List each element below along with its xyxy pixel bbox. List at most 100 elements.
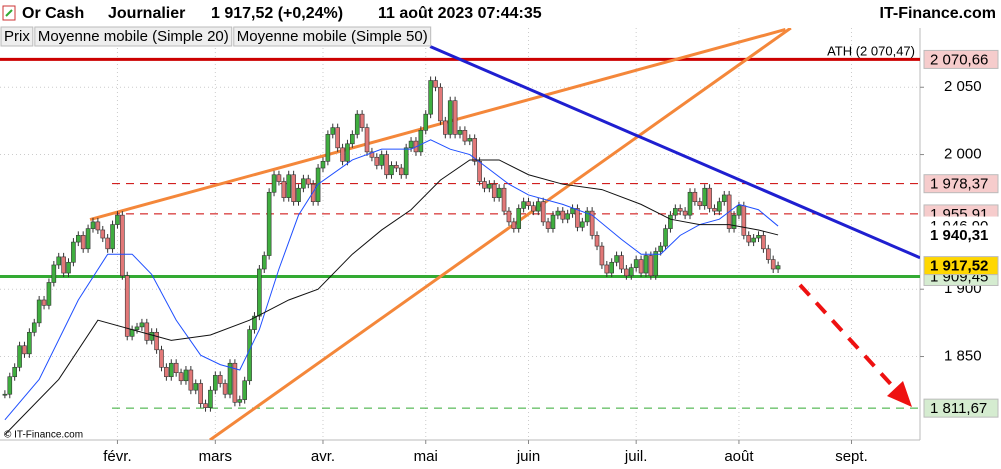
candle <box>394 165 399 169</box>
candle <box>428 80 433 115</box>
candle <box>325 134 331 162</box>
candle <box>438 86 443 122</box>
candle <box>501 187 507 212</box>
candle <box>663 228 668 247</box>
candle <box>345 143 350 162</box>
candle <box>232 362 238 403</box>
price-label: 1 811,67 <box>930 400 987 417</box>
candle <box>178 372 184 382</box>
candle <box>305 178 311 185</box>
candle <box>550 214 556 229</box>
candle <box>589 210 595 236</box>
candle <box>487 183 492 189</box>
candle <box>41 299 47 306</box>
candle <box>770 259 776 270</box>
candle <box>120 214 125 277</box>
candle <box>46 282 52 306</box>
candle <box>354 113 360 135</box>
candle <box>668 214 673 229</box>
candle <box>291 174 296 202</box>
candle <box>756 235 761 239</box>
moving-average-line <box>4 139 779 421</box>
candle <box>271 174 277 193</box>
candle <box>398 167 404 176</box>
candle <box>638 259 644 274</box>
legend-box <box>0 26 34 47</box>
x-tick-label: mai <box>414 448 438 465</box>
candle <box>575 208 580 228</box>
candle <box>717 201 722 212</box>
forecast-arrow <box>798 283 900 394</box>
candle <box>281 181 287 198</box>
x-tick-label: sept. <box>835 448 868 465</box>
price-label-box <box>923 225 999 245</box>
candle <box>516 208 522 229</box>
candle <box>540 201 546 223</box>
legend-box <box>34 26 233 47</box>
label-layer: 2 070,661 978,371 955,911 909,451 811,67… <box>0 26 999 418</box>
candle <box>261 255 267 270</box>
candle <box>90 221 96 229</box>
candle <box>110 224 115 250</box>
candle <box>217 375 223 384</box>
candle <box>765 248 771 260</box>
candle <box>369 151 375 158</box>
candle <box>526 201 531 207</box>
candle <box>423 113 429 131</box>
candle <box>658 245 663 252</box>
candle <box>482 181 487 189</box>
candle <box>751 237 756 243</box>
candle <box>648 255 654 277</box>
trend-line <box>429 45 920 260</box>
candle <box>746 235 752 243</box>
candle <box>619 255 624 270</box>
candle <box>673 208 678 216</box>
candle <box>624 268 629 277</box>
candle <box>247 329 252 382</box>
y-tick-label: 2 050 <box>944 78 982 95</box>
price-label-box <box>923 49 999 69</box>
candle <box>173 362 179 373</box>
candle <box>462 130 468 142</box>
candle <box>105 237 110 250</box>
header-icon-mark <box>5 9 13 17</box>
candle <box>433 80 438 88</box>
candle <box>100 229 106 239</box>
candle <box>124 275 130 337</box>
candle <box>31 322 37 333</box>
x-tick-label: juin <box>516 448 540 465</box>
price-label: 2 070,66 <box>930 51 988 68</box>
moving-average-line <box>4 159 779 435</box>
candle <box>80 235 86 250</box>
candle <box>467 138 473 142</box>
candle <box>301 178 306 189</box>
x-tick-label: avr. <box>311 448 335 465</box>
candle <box>775 265 781 270</box>
candle <box>188 369 194 391</box>
x-tick-label: août <box>724 448 754 465</box>
legend-entry: Prix <box>4 28 30 45</box>
candle <box>286 174 292 198</box>
title: Or Cash <box>22 5 84 22</box>
candle <box>183 369 189 382</box>
candle <box>521 201 526 209</box>
candle <box>340 147 345 162</box>
candle <box>707 187 712 209</box>
candle <box>584 210 590 223</box>
y-tick-label: 1 850 <box>944 347 982 364</box>
price: 1 917,52 (+0,24%) <box>211 5 343 22</box>
candle <box>27 331 32 355</box>
candle <box>227 362 233 395</box>
candle <box>61 256 66 274</box>
price-label-box <box>923 398 999 418</box>
candle <box>276 174 282 182</box>
candle <box>266 191 272 256</box>
candle <box>570 208 575 215</box>
candle <box>203 403 208 408</box>
candle <box>75 235 81 243</box>
candle <box>384 154 389 176</box>
candle <box>741 205 747 236</box>
candle <box>452 100 458 135</box>
candle <box>511 221 517 229</box>
